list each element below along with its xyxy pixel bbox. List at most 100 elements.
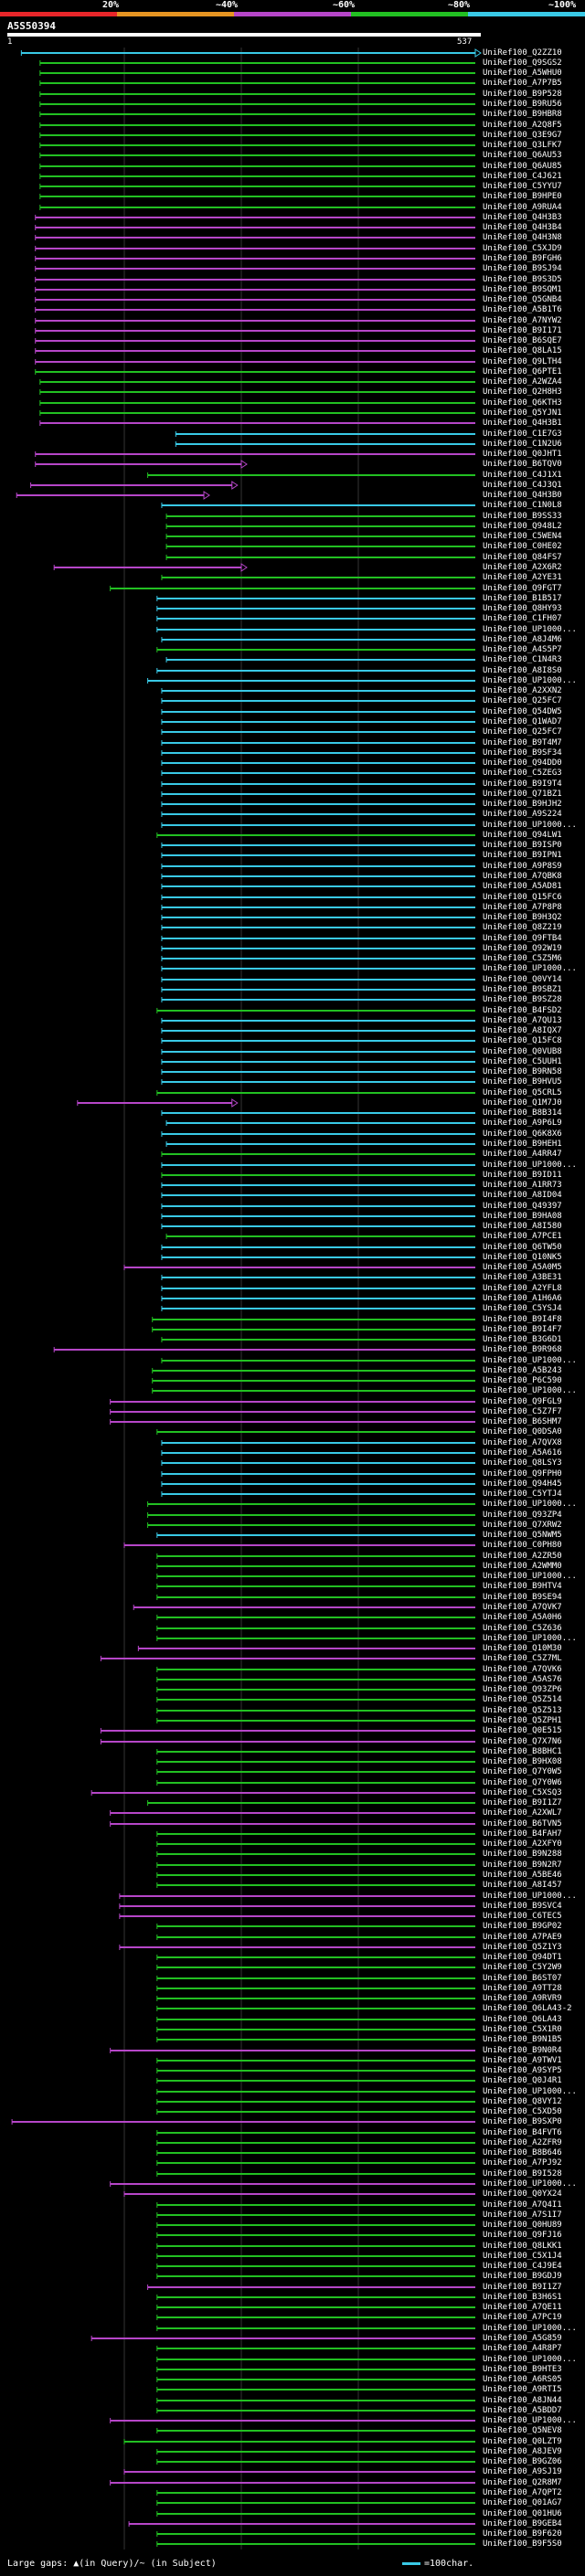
hit-label[interactable]: UniRef100_B4FAH7 <box>483 1829 562 1839</box>
hit-label[interactable]: UniRef100_Q6TW50 <box>483 1243 562 1252</box>
hit-label[interactable]: UniRef100_A5BE46 <box>483 1871 562 1880</box>
hit-label[interactable]: UniRef100_UP1000... <box>483 2087 577 2096</box>
hit-label[interactable]: UniRef100_B4FSD2 <box>483 1006 562 1015</box>
hit-label[interactable]: UniRef100_A6RS05 <box>483 2375 562 2384</box>
hit-label[interactable]: UniRef100_B9I1Z7 <box>483 1798 562 1807</box>
hit-label[interactable]: UniRef100_A4RR47 <box>483 1150 562 1159</box>
hit-label[interactable]: UniRef100_Q2H8H3 <box>483 387 562 397</box>
hit-label[interactable]: UniRef100_B9SZ28 <box>483 995 562 1004</box>
hit-label[interactable]: UniRef100_UP1000... <box>483 1634 577 1643</box>
hit-label[interactable]: UniRef100_P6C590 <box>483 1376 562 1385</box>
hit-label[interactable]: UniRef100_B9RU56 <box>483 100 562 109</box>
hit-label[interactable]: UniRef100_B9I528 <box>483 2169 562 2178</box>
hit-label[interactable]: UniRef100_A8I8S0 <box>483 666 562 675</box>
hit-label[interactable]: UniRef100_A2XFY0 <box>483 1839 562 1849</box>
hit-label[interactable]: UniRef100_B9GEB4 <box>483 2519 562 2528</box>
hit-label[interactable]: UniRef100_B9S3D5 <box>483 275 562 284</box>
hit-label[interactable]: UniRef100_Q6LA43-2 <box>483 2004 572 2013</box>
hit-label[interactable]: UniRef100_Q5NEV8 <box>483 2426 562 2435</box>
hit-label[interactable]: UniRef100_B9HVU5 <box>483 1077 562 1087</box>
hit-label[interactable]: UniRef100_Q01HU6 <box>483 2509 562 2518</box>
hit-label[interactable]: UniRef100_Q8HY93 <box>483 604 562 613</box>
hit-label[interactable]: UniRef100_UP1000... <box>483 676 577 685</box>
hit-label[interactable]: UniRef100_C5XD50 <box>483 2107 562 2116</box>
hit-label[interactable]: UniRef100_A5AS76 <box>483 1675 562 1684</box>
hit-label[interactable]: UniRef100_B9IPN1 <box>483 851 562 860</box>
hit-label[interactable]: UniRef100_B9GP02 <box>483 1922 562 1931</box>
hit-label[interactable]: UniRef100_B9F620 <box>483 2529 562 2539</box>
hit-label[interactable]: UniRef100_A5BDD7 <box>483 2406 562 2415</box>
hit-label[interactable]: UniRef100_B6SQE7 <box>483 336 562 345</box>
hit-label[interactable]: UniRef100_UP1000... <box>483 2179 577 2189</box>
query-id[interactable]: A5S50394 <box>7 20 56 32</box>
hit-label[interactable]: UniRef100_C5Y2W9 <box>483 1963 562 1972</box>
hit-label[interactable]: UniRef100_A7QVK6 <box>483 1665 562 1674</box>
hit-label[interactable]: UniRef100_Q25FC7 <box>483 727 562 737</box>
hit-label[interactable]: UniRef100_Q4H3B1 <box>483 419 562 428</box>
hit-label[interactable]: UniRef100_Q5Z513 <box>483 1706 562 1715</box>
hit-label[interactable]: UniRef100_B9I1Z7 <box>483 2283 562 2292</box>
hit-label[interactable]: UniRef100_C0HE02 <box>483 542 562 551</box>
hit-label[interactable]: UniRef100_A5A0H6 <box>483 1613 562 1622</box>
hit-label[interactable]: UniRef100_B9ISP0 <box>483 841 562 850</box>
hit-label[interactable]: UniRef100_UP1000... <box>483 1892 577 1901</box>
hit-label[interactable]: UniRef100_Q8LKK1 <box>483 2242 562 2251</box>
hit-label[interactable]: UniRef100_Q7Y0W6 <box>483 1778 562 1787</box>
hit-label[interactable]: UniRef100_C4J3Q1 <box>483 481 562 490</box>
hit-label[interactable]: UniRef100_B9I4F7 <box>483 1325 562 1334</box>
hit-label[interactable]: UniRef100_Q94LW1 <box>483 831 562 840</box>
hit-label[interactable]: UniRef100_A2WMM0 <box>483 1562 562 1571</box>
hit-label[interactable]: UniRef100_Q5CRL5 <box>483 1088 562 1097</box>
hit-label[interactable]: UniRef100_UP1000... <box>483 964 577 973</box>
hit-label[interactable]: UniRef100_A7PAE9 <box>483 1933 562 1942</box>
hit-label[interactable]: UniRef100_Q49397 <box>483 1202 562 1211</box>
hit-label[interactable]: UniRef100_B9FGH6 <box>483 254 562 263</box>
hit-label[interactable]: UniRef100_B9HTE3 <box>483 2365 562 2374</box>
hit-label[interactable]: UniRef100_Q7XRW2 <box>483 1521 562 1530</box>
hit-label[interactable]: UniRef100_A1H6A6 <box>483 1294 562 1303</box>
hit-label[interactable]: UniRef100_Q01AG7 <box>483 2498 562 2507</box>
hit-label[interactable]: UniRef100_B9RN58 <box>483 1067 562 1076</box>
hit-label[interactable]: UniRef100_Q9FGL9 <box>483 1397 562 1406</box>
hit-label[interactable]: UniRef100_Q92W19 <box>483 944 562 953</box>
hit-label[interactable]: UniRef100_A9P6L9 <box>483 1118 562 1128</box>
hit-label[interactable]: UniRef100_Q7Y0W5 <box>483 1767 562 1776</box>
hit-label[interactable]: UniRef100_C1N4R3 <box>483 655 562 664</box>
hit-label[interactable]: UniRef100_A9P8S9 <box>483 862 562 871</box>
hit-label[interactable]: UniRef100_Q0VUB8 <box>483 1047 562 1056</box>
hit-label[interactable]: UniRef100_A8I457 <box>483 1881 562 1890</box>
hit-label[interactable]: UniRef100_Q9FTB4 <box>483 934 562 943</box>
hit-label[interactable]: UniRef100_A2WZA4 <box>483 377 562 387</box>
hit-label[interactable]: UniRef100_A9RUA4 <box>483 203 562 212</box>
hit-label[interactable]: UniRef100_Q94H45 <box>483 1479 562 1489</box>
hit-label[interactable]: UniRef100_UP1000... <box>483 625 577 634</box>
hit-label[interactable]: UniRef100_A9TT28 <box>483 1984 562 1993</box>
hit-label[interactable]: UniRef100_C6TEC5 <box>483 1912 562 1921</box>
hit-label[interactable]: UniRef100_B9I9T4 <box>483 779 562 789</box>
hit-label[interactable]: UniRef100_A7PCE1 <box>483 1232 562 1241</box>
hit-label[interactable]: UniRef100_Q5GNB4 <box>483 295 562 304</box>
hit-label[interactable]: UniRef100_A7PC19 <box>483 2313 562 2322</box>
hit-label[interactable]: UniRef100_A3BE31 <box>483 1273 562 1282</box>
hit-label[interactable]: UniRef100_A5A616 <box>483 1448 562 1458</box>
hit-label[interactable]: UniRef100_Q0VY14 <box>483 975 562 984</box>
hit-label[interactable]: UniRef100_C5XJD9 <box>483 244 562 253</box>
hit-label[interactable]: UniRef100_B9GZ06 <box>483 2457 562 2466</box>
hit-label[interactable]: UniRef100_A7PJ92 <box>483 2158 562 2168</box>
hit-label[interactable]: UniRef100_A7QBK8 <box>483 872 562 881</box>
hit-label[interactable]: UniRef100_Q6KTH3 <box>483 398 562 408</box>
hit-label[interactable]: UniRef100_C5Z636 <box>483 1624 562 1633</box>
hit-label[interactable]: UniRef100_A2ZFR9 <box>483 2138 562 2147</box>
hit-label[interactable]: UniRef100_Q8Z219 <box>483 923 562 932</box>
hit-label[interactable]: UniRef100_UP1000... <box>483 1500 577 1509</box>
hit-label[interactable]: UniRef100_Q10NK5 <box>483 1253 562 1262</box>
hit-label[interactable]: UniRef100_A5B1T6 <box>483 305 562 314</box>
hit-label[interactable]: UniRef100_B8BHC1 <box>483 1747 562 1756</box>
hit-label[interactable]: UniRef100_B9HX08 <box>483 1757 562 1766</box>
hit-label[interactable]: UniRef100_Q10M30 <box>483 1644 562 1653</box>
hit-label[interactable]: UniRef100_B9HPE0 <box>483 192 562 201</box>
hit-label[interactable]: UniRef100_B9HA08 <box>483 1212 562 1221</box>
hit-label[interactable]: UniRef100_A5WHU0 <box>483 69 562 78</box>
hit-label[interactable]: UniRef100_Q15FC6 <box>483 893 562 902</box>
hit-label[interactable]: UniRef100_B8B646 <box>483 2148 562 2157</box>
